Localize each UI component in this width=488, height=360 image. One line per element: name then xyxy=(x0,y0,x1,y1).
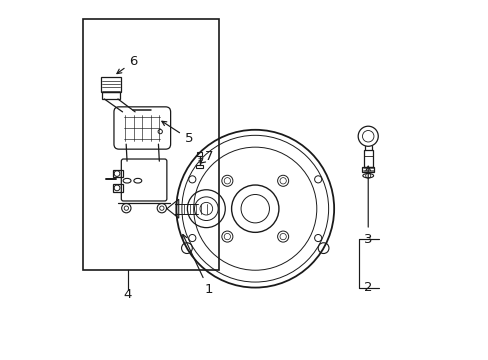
Text: 6: 6 xyxy=(117,55,137,73)
Text: 4: 4 xyxy=(123,288,132,301)
Bar xyxy=(102,93,120,99)
Bar xyxy=(362,167,373,172)
Bar xyxy=(113,184,123,192)
Text: 2: 2 xyxy=(363,281,372,294)
Text: 3: 3 xyxy=(363,166,372,246)
Bar xyxy=(113,170,123,177)
Bar xyxy=(196,165,203,168)
Bar xyxy=(83,19,219,270)
Text: 7: 7 xyxy=(200,150,212,163)
Text: 1: 1 xyxy=(183,234,212,296)
Text: 5: 5 xyxy=(162,121,193,145)
Bar xyxy=(197,152,202,156)
Bar xyxy=(101,77,121,93)
Bar xyxy=(363,149,372,167)
